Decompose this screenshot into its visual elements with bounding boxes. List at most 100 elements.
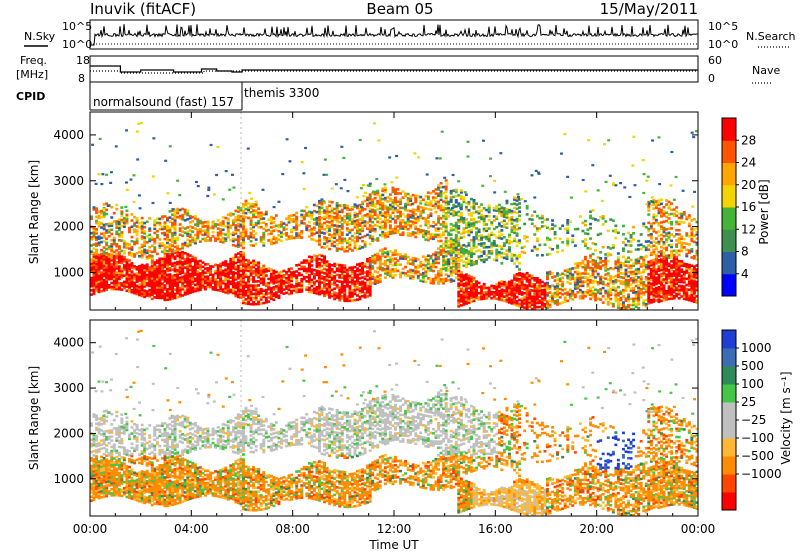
power-cell <box>237 252 240 255</box>
power-cell <box>549 300 552 303</box>
power-cell <box>546 282 549 285</box>
power-cell <box>333 212 336 215</box>
power-cell <box>404 203 407 206</box>
power-cell <box>546 300 549 303</box>
power-cell <box>447 240 450 243</box>
power-cell <box>685 263 688 266</box>
power-cell <box>333 216 336 219</box>
power-cell <box>625 269 628 272</box>
power-cell <box>371 282 374 285</box>
power-cell <box>369 235 372 238</box>
power-cell <box>171 232 174 235</box>
power-cell <box>668 263 671 266</box>
power-cell <box>283 233 286 236</box>
power-cell <box>245 259 248 262</box>
power-cell <box>592 267 595 270</box>
power-cell <box>131 270 134 273</box>
power-cell <box>321 269 324 272</box>
power-cell <box>161 251 164 254</box>
power-cell <box>640 276 643 279</box>
power-cell <box>131 252 134 255</box>
power-cell <box>402 207 405 210</box>
power-cell <box>98 235 101 238</box>
power-cell <box>156 222 159 225</box>
power-cell <box>272 221 275 224</box>
power-cell <box>556 299 559 302</box>
power-cell <box>412 208 415 211</box>
power-cell <box>473 199 476 202</box>
power-cell <box>571 290 574 293</box>
power-cell <box>457 231 460 234</box>
power-cell <box>272 292 275 295</box>
power-cell <box>128 247 131 250</box>
power-cell <box>369 243 372 246</box>
power-cell <box>473 218 476 221</box>
power-cell <box>602 295 605 298</box>
power-cell <box>450 233 453 236</box>
power-cell <box>617 292 620 295</box>
power-cell <box>348 241 351 244</box>
power-cell <box>640 263 643 266</box>
power-cell <box>435 188 438 191</box>
power-cell <box>265 289 268 292</box>
power-cell <box>617 286 620 289</box>
power-cell <box>457 215 460 218</box>
power-cell <box>283 270 286 273</box>
power-cell <box>237 265 240 268</box>
power-cell <box>574 263 577 266</box>
power-cell <box>381 231 384 234</box>
power-cell <box>136 238 139 241</box>
power-cell <box>468 275 471 278</box>
power-cell <box>346 205 349 208</box>
power-cell <box>389 269 392 272</box>
power-cell <box>103 246 106 249</box>
power-cell <box>204 221 207 224</box>
power-cell <box>462 260 465 263</box>
power-cell <box>554 286 557 289</box>
power-cell <box>321 246 324 249</box>
power-cell <box>222 229 225 232</box>
power-cell <box>126 243 129 246</box>
power-cell <box>260 288 263 291</box>
power-cell <box>422 217 425 220</box>
power-cell <box>541 285 544 288</box>
power-cell <box>599 265 602 268</box>
power-cell <box>257 261 260 264</box>
power-cell <box>257 288 260 291</box>
power-cell <box>450 262 453 265</box>
power-cell <box>351 206 354 209</box>
power-cell <box>310 211 313 214</box>
power-cell <box>389 198 392 201</box>
power-cell <box>351 277 354 280</box>
power-cell <box>98 221 101 224</box>
power-cell <box>110 239 113 242</box>
power-cell <box>131 226 134 229</box>
power-cell <box>143 230 146 233</box>
power-cell <box>110 282 113 285</box>
power-cell <box>364 214 367 217</box>
power-cell <box>366 227 369 230</box>
power-cell <box>407 193 410 196</box>
power-cell <box>561 281 564 284</box>
power-cell <box>234 254 237 257</box>
power-cell <box>245 208 248 211</box>
power-cell <box>604 277 607 280</box>
power-cell <box>204 271 207 274</box>
power-cell <box>323 232 326 235</box>
power-cell <box>402 213 405 216</box>
power-cell <box>508 281 511 284</box>
power-cell <box>673 270 676 273</box>
power-cell <box>351 266 354 269</box>
power-cell <box>290 284 293 287</box>
power-cell <box>460 245 463 248</box>
power-cell <box>108 245 111 248</box>
power-cell <box>93 227 96 230</box>
power-cell <box>316 280 319 283</box>
power-cell <box>412 221 415 224</box>
power-cell <box>318 258 321 261</box>
power-cell <box>455 199 458 202</box>
power-cell <box>151 236 154 239</box>
power-cell <box>493 228 496 231</box>
power-cell <box>328 221 331 224</box>
